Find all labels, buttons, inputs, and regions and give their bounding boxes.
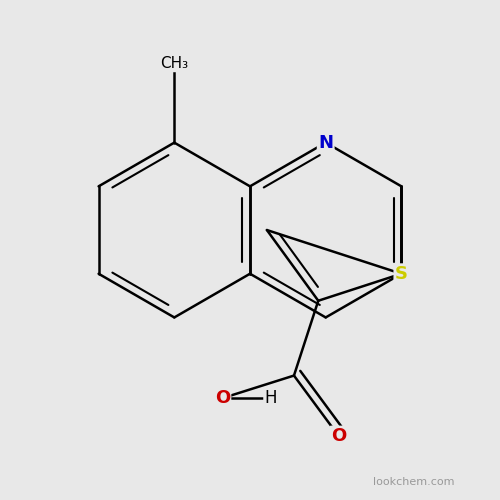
Text: H: H	[264, 389, 276, 407]
Text: O: O	[331, 427, 346, 445]
Text: lookchem.com: lookchem.com	[372, 478, 454, 488]
Text: CH₃: CH₃	[160, 56, 188, 72]
Text: O: O	[214, 389, 230, 407]
Text: S: S	[395, 264, 408, 282]
Text: N: N	[318, 134, 333, 152]
